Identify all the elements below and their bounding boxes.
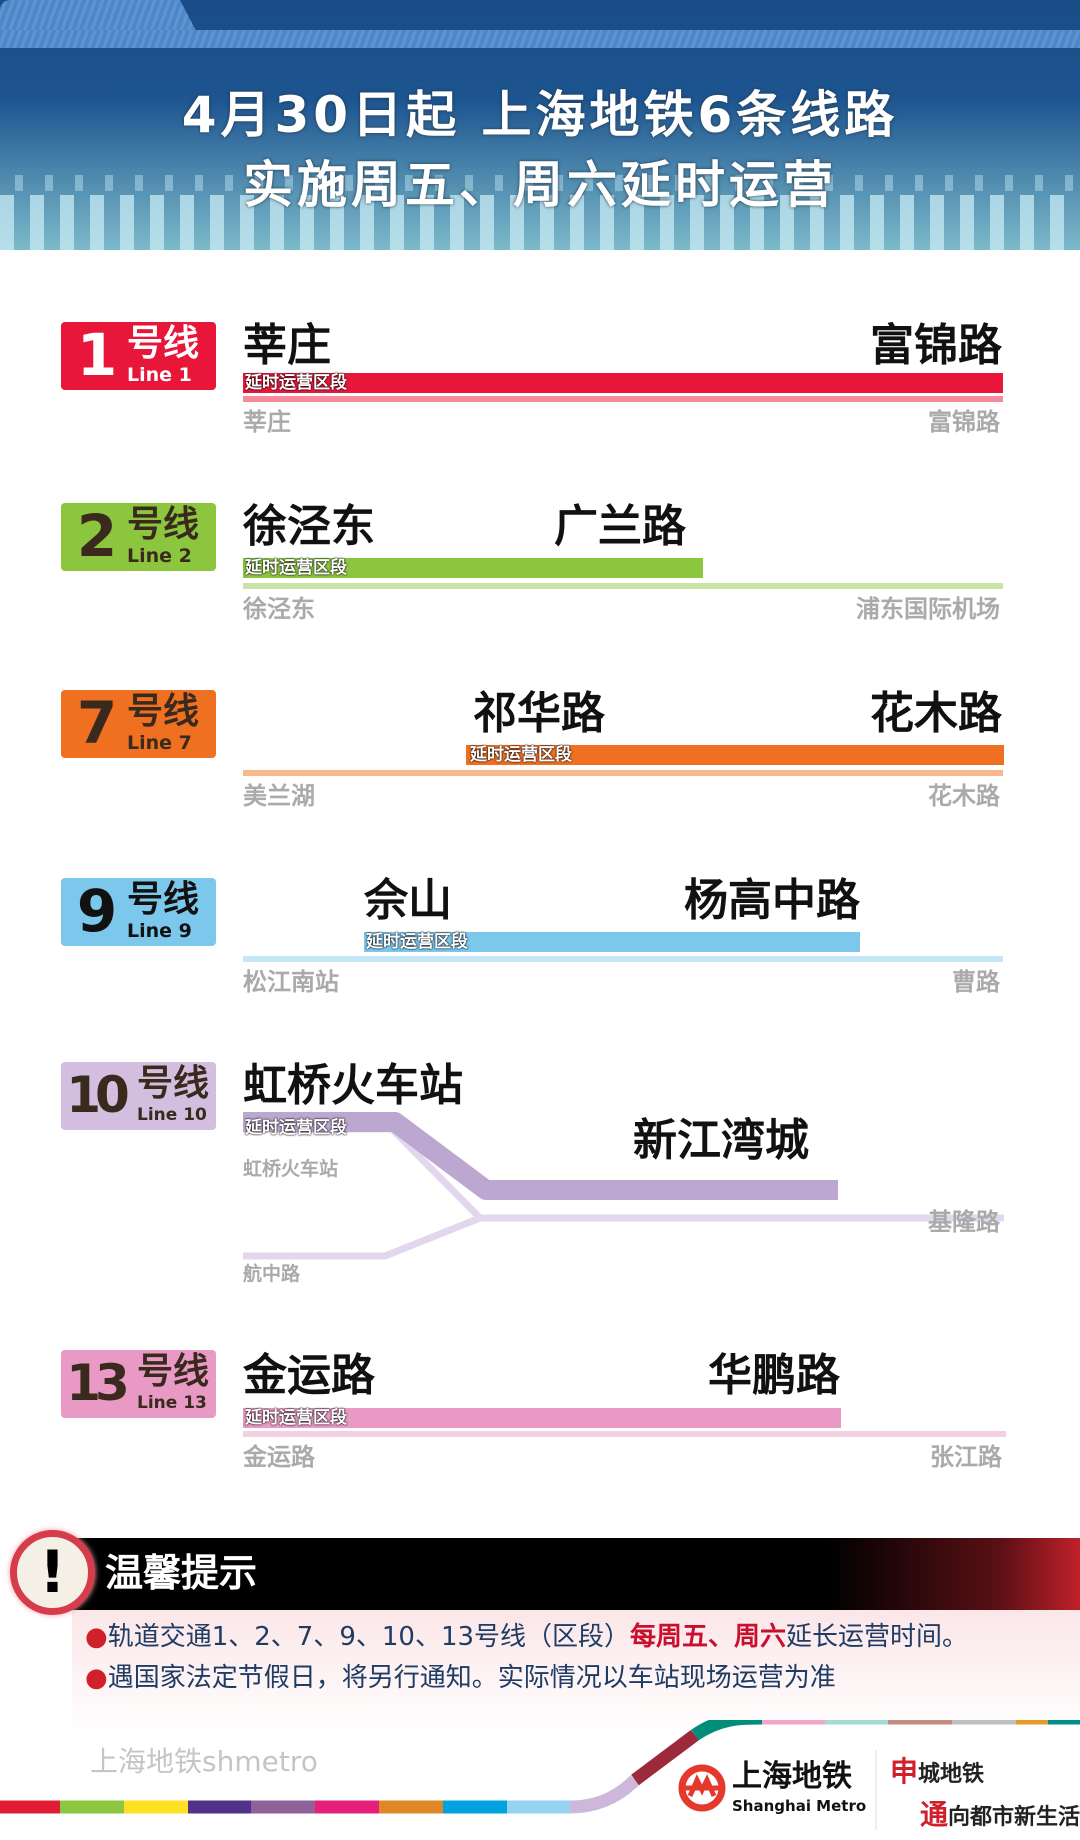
header-pattern xyxy=(0,195,1080,250)
line-2-from: 徐泾东 xyxy=(243,501,375,552)
page-title: 4月30日起 上海地铁6条线路 xyxy=(181,86,899,144)
line-9-terminal-right: 曹路 xyxy=(952,968,1000,996)
line-13-terminal-right: 张江路 xyxy=(930,1443,1002,1471)
line-2-tag: 延时运营区段 xyxy=(245,558,347,578)
line-9-tag: 延时运营区段 xyxy=(366,932,468,952)
notice-text: 延长运营时间。 xyxy=(786,1622,969,1652)
line-13-tag: 延时运营区段 xyxy=(245,1408,347,1428)
line-2-terminal-right: 浦东国际机场 xyxy=(856,595,1000,623)
line-10-terminal-branch: 航中路 xyxy=(243,1263,301,1285)
line-9-track xyxy=(243,956,1003,962)
slogan-text: 向都市新生活 xyxy=(948,1804,1080,1830)
line-10-track xyxy=(243,1125,1004,1222)
header-banner: 4月30日起 上海地铁6条线路 实施周五、周六延时运营 xyxy=(0,0,1080,250)
notice-highlight: 每周五、周六 xyxy=(630,1622,787,1652)
line-en: Line 9 xyxy=(127,920,192,942)
line-en: Line 1 xyxy=(127,364,192,386)
line-10-extended-bar xyxy=(243,1112,838,1200)
line-7-track xyxy=(243,770,1003,776)
line-en: Line 13 xyxy=(137,1393,207,1413)
line-10-branch-track xyxy=(243,1214,482,1260)
line-suffix: 号线 xyxy=(137,1351,210,1392)
line-9-terminal-left: 松江南站 xyxy=(243,968,339,996)
line-number: 9 xyxy=(76,878,118,945)
line-10-diagram xyxy=(243,1112,1004,1260)
line-2-extended-bar xyxy=(243,558,703,578)
line-13-badge: 13 号线 Line 13 xyxy=(61,1350,216,1418)
line-suffix: 号线 xyxy=(127,691,200,732)
line-number: 7 xyxy=(76,690,118,757)
line-10-badge: 10 号线 Line 10 xyxy=(61,1062,216,1130)
slogan-line-1: 申城地铁 xyxy=(890,1750,984,1790)
line-10-to: 新江湾城 xyxy=(633,1115,809,1166)
line-suffix: 号线 xyxy=(137,1063,210,1104)
line-number: 13 xyxy=(66,1354,130,1412)
line-number: 1 xyxy=(76,322,118,389)
watermark: 上海地铁shmetro xyxy=(90,1745,318,1778)
slogan-highlight: 通 xyxy=(920,1798,949,1831)
line-13-track xyxy=(243,1431,1006,1437)
notice-header-bar xyxy=(70,1538,1080,1610)
header-stripe xyxy=(0,30,1080,48)
line-13-to: 华鹏路 xyxy=(708,1350,840,1401)
warning-icon: ! xyxy=(10,1530,95,1615)
line-1-terminal-left: 莘庄 xyxy=(243,408,291,436)
line-en: Line 7 xyxy=(127,732,192,754)
line-suffix: 号线 xyxy=(127,323,200,364)
metro-logo-text: 上海地铁 xyxy=(732,1759,852,1794)
line-10-from: 虹桥火车站 xyxy=(243,1060,463,1111)
line-7-badge: 7 号线 Line 7 xyxy=(61,690,216,758)
notice-text: 轨道交通1、2、7、9、10、13号线（区段） xyxy=(107,1622,631,1652)
line-1-terminal-right: 富锦路 xyxy=(928,408,1000,436)
metro-logo-en: Shanghai Metro xyxy=(732,1797,867,1815)
line-2-terminal-left: 徐泾东 xyxy=(243,595,315,623)
line-7-to: 花木路 xyxy=(870,688,1002,739)
line-suffix: 号线 xyxy=(127,504,200,545)
line-suffix: 号线 xyxy=(127,879,200,920)
slogan-line-2: 通向都市新生活 xyxy=(920,1793,1080,1833)
line-13-terminal-left: 金运路 xyxy=(243,1443,315,1471)
line-1-from: 莘庄 xyxy=(243,320,331,371)
line-7-from: 祁华路 xyxy=(473,688,605,739)
line-1-to: 富锦路 xyxy=(870,320,1002,371)
line-1-badge: 1 号线 Line 1 xyxy=(61,322,216,390)
notice-line-2: ●遇国家法定节假日，将另行通知。实际情况以车站现场运营为准 xyxy=(85,1663,836,1693)
notice-text: 遇国家法定节假日，将另行通知。实际情况以车站现场运营为准 xyxy=(107,1663,836,1693)
line-7-terminal-left: 美兰湖 xyxy=(243,782,315,810)
line-13-extended-bar xyxy=(243,1408,841,1428)
line-1-track xyxy=(243,396,1003,402)
line-9-from: 佘山 xyxy=(364,875,452,926)
line-10-tag: 延时运营区段 xyxy=(245,1118,347,1138)
slogan-highlight: 申 xyxy=(890,1755,919,1788)
line-number: 10 xyxy=(66,1066,130,1124)
line-7-extended-bar xyxy=(466,745,1004,765)
slogan-text: 城地铁 xyxy=(918,1761,985,1787)
metro-logo-icon xyxy=(678,1764,726,1812)
header-pattern xyxy=(15,175,1075,191)
line-1-extended-bar xyxy=(243,373,1003,393)
line-2-badge: 2 号线 Line 2 xyxy=(61,503,216,571)
line-en: Line 10 xyxy=(137,1105,207,1125)
line-7-terminal-right: 花木路 xyxy=(928,782,1000,810)
line-1-tag: 延时运营区段 xyxy=(245,373,347,393)
line-7-tag: 延时运营区段 xyxy=(470,745,572,765)
footer-line-ribbon xyxy=(0,1720,1080,1830)
notice-background xyxy=(72,1610,1080,1735)
line-10-terminal-left: 虹桥火车站 xyxy=(243,1158,339,1180)
line-en: Line 2 xyxy=(127,545,192,567)
line-number: 2 xyxy=(76,503,118,570)
line-13-from: 金运路 xyxy=(243,1350,375,1401)
notice-title: 温馨提示 xyxy=(105,1551,258,1595)
line-2-track xyxy=(243,583,1003,589)
line-2-to: 广兰路 xyxy=(554,501,686,552)
line-10-terminal-right: 基隆路 xyxy=(928,1208,1000,1236)
line-9-extended-bar xyxy=(364,932,860,952)
line-9-badge: 9 号线 Line 9 xyxy=(61,878,216,946)
page-subtitle: 实施周五、周六延时运营 xyxy=(243,156,837,214)
line-9-to: 杨高中路 xyxy=(684,875,860,926)
notice-line-1: ●轨道交通1、2、7、9、10、13号线（区段）每周五、周六延长运营时间。 xyxy=(85,1622,969,1652)
